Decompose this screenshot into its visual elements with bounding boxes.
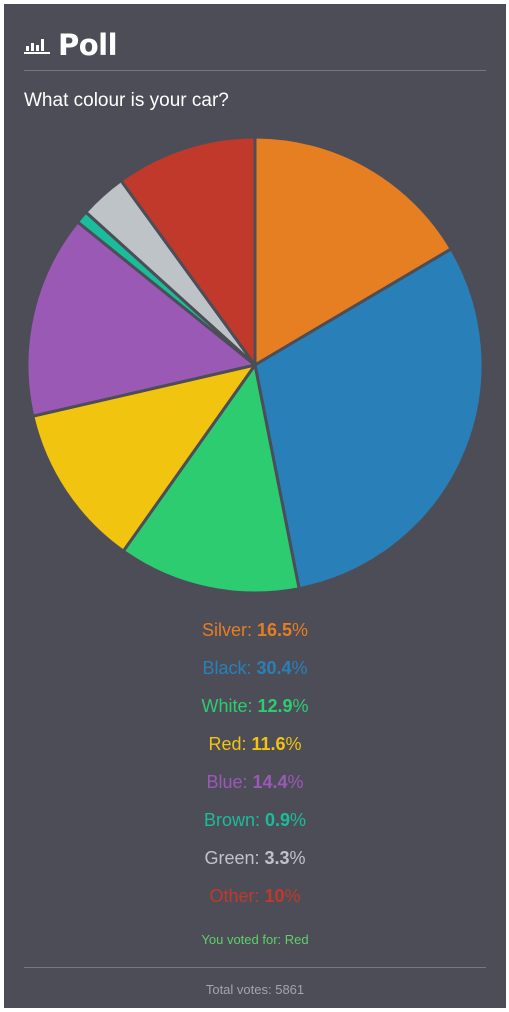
legend-percent-sign: % [284,886,301,906]
legend-item-other: Other: 10% [4,882,506,920]
total-votes-text: Total votes: 5861 [205,982,305,997]
legend-value: 14.4 [252,772,288,792]
legend-percent-sign: % [290,810,307,830]
legend-label: Other: [209,886,265,906]
legend-label: Silver: [201,620,257,640]
header-divider [24,70,486,71]
legend-item-blue: Blue: 14.4% [4,768,506,806]
poll-question: What colour is your car? [24,90,229,111]
legend-percent-sign: % [289,848,306,868]
legend-item-green: Green: 3.3% [4,844,506,882]
legend-percent-sign: % [291,658,308,678]
voted-for-text: You voted for: Red [201,932,309,947]
legend-value: 0.9 [264,810,291,830]
legend-label: Brown: [203,810,265,830]
legend-label: Black: [202,658,257,678]
legend-item-brown: Brown: 0.9% [4,806,506,844]
legend-percent-sign: % [287,772,304,792]
chart-legend: Silver: 16.5% Black: 30.4% White: 12.9% Red… [4,616,506,920]
legend-value: 16.5 [256,620,293,640]
pie-slice-black[interactable] [253,247,485,591]
pie-slice-other[interactable] [119,135,257,367]
legend-item-red: Red: 11.6% [4,730,506,768]
legend-percent-sign: % [292,696,309,716]
legend-item-black: Black: 30.4% [4,654,506,692]
legend-value: 11.6 [251,734,286,754]
pie-slice-silver[interactable] [253,135,453,367]
pie-slice-red[interactable] [31,363,257,553]
bar-chart-icon [24,39,50,54]
pie-slice-white[interactable] [121,363,301,595]
legend-percent-sign: % [285,734,302,754]
legend-label: Blue: [206,772,253,792]
pie-slice-blue[interactable] [25,220,257,418]
legend-label: Red: [208,734,252,754]
legend-item-silver: Silver: 16.5% [4,616,506,654]
legend-label: Green: [204,848,265,868]
poll-header: Poll [24,28,118,62]
legend-value: 10 [264,886,285,906]
legend-item-white: White: 12.9% [4,692,506,730]
legend-value: 3.3 [264,848,290,868]
footer-divider [24,967,486,968]
legend-value: 30.4 [256,658,292,678]
legend-percent-sign: % [292,620,309,640]
legend-value: 12.9 [257,696,293,716]
pie-chart [25,135,485,595]
poll-widget: Poll What colour is your car? Silver: 16… [4,4,506,1008]
legend-label: White: [201,696,258,716]
poll-title: Poll [58,28,118,62]
